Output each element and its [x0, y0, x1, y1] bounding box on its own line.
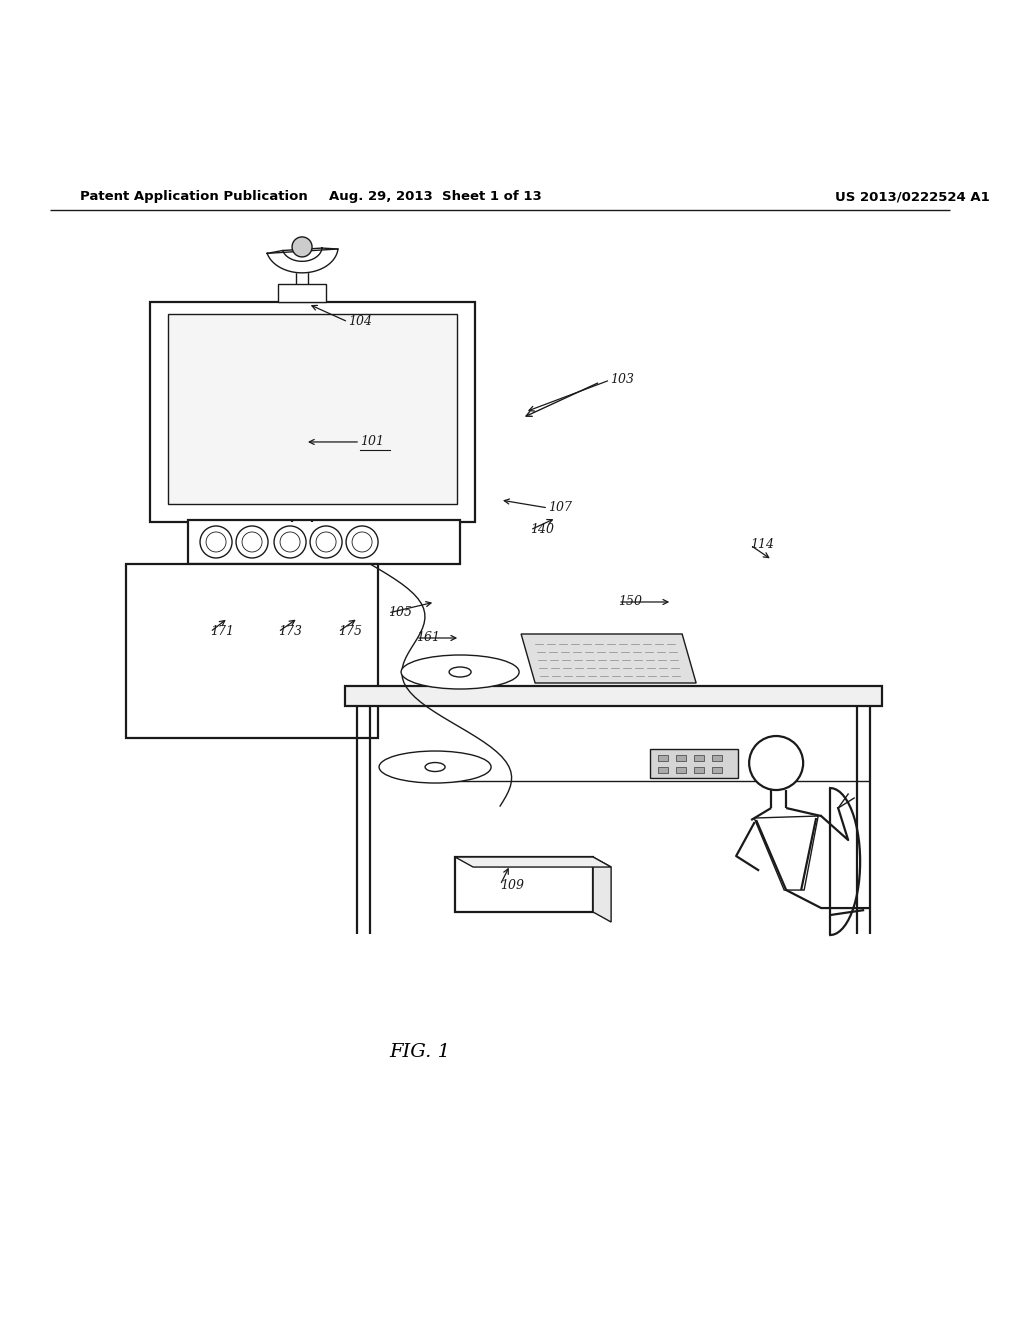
Ellipse shape [379, 751, 492, 783]
Text: 107: 107 [548, 502, 572, 515]
Text: 105: 105 [388, 606, 412, 619]
Bar [188, 520, 460, 564]
Circle shape [750, 737, 803, 791]
Text: 101: 101 [360, 436, 384, 449]
Polygon shape [267, 248, 338, 273]
Text: 171: 171 [210, 626, 234, 639]
Bar [694, 755, 705, 762]
Polygon shape [650, 748, 738, 777]
Circle shape [200, 525, 232, 558]
Circle shape [292, 236, 312, 257]
Bar [694, 767, 705, 774]
Circle shape [346, 525, 378, 558]
Ellipse shape [401, 655, 519, 689]
Ellipse shape [425, 763, 445, 771]
Bar [168, 314, 457, 504]
Bar [279, 284, 326, 302]
Circle shape [274, 525, 306, 558]
Circle shape [280, 532, 300, 552]
Circle shape [237, 525, 268, 558]
Polygon shape [521, 634, 696, 682]
Bar [676, 755, 686, 762]
Text: 140: 140 [530, 524, 554, 536]
Bar [658, 767, 668, 774]
Polygon shape [593, 857, 611, 923]
Text: 173: 173 [279, 626, 302, 639]
Bar [712, 767, 722, 774]
Circle shape [242, 532, 262, 552]
Text: 114: 114 [751, 539, 774, 552]
Text: Patent Application Publication: Patent Application Publication [80, 190, 308, 203]
Text: 161: 161 [416, 631, 440, 644]
Bar [658, 755, 668, 762]
Polygon shape [455, 857, 611, 867]
Text: 104: 104 [348, 315, 372, 329]
Bar [676, 767, 686, 774]
Bar [455, 857, 593, 912]
Circle shape [206, 532, 226, 552]
Text: FIG. 1: FIG. 1 [389, 1043, 451, 1061]
Text: Aug. 29, 2013  Sheet 1 of 13: Aug. 29, 2013 Sheet 1 of 13 [329, 190, 542, 203]
Polygon shape [345, 686, 882, 706]
Text: US 2013/0222524 A1: US 2013/0222524 A1 [836, 190, 990, 203]
Bar [126, 564, 378, 738]
Circle shape [316, 532, 336, 552]
Text: 150: 150 [618, 595, 642, 609]
Text: 109: 109 [500, 879, 524, 891]
Ellipse shape [450, 667, 471, 677]
Bar [712, 755, 722, 762]
Circle shape [310, 525, 342, 558]
Circle shape [352, 532, 372, 552]
Polygon shape [754, 816, 818, 890]
Text: 103: 103 [610, 374, 634, 387]
Text: 175: 175 [338, 626, 362, 639]
Bar [151, 302, 475, 521]
